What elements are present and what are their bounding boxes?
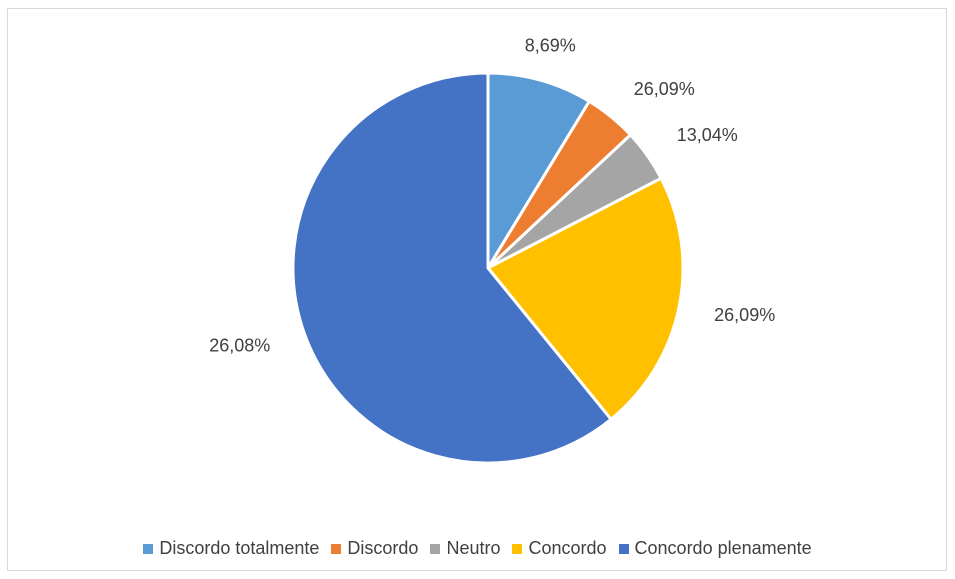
legend-item-discordo-totalmente: Discordo totalmente <box>143 538 319 559</box>
data-label-concordo: 26,09% <box>714 305 775 325</box>
legend-swatch <box>143 543 154 554</box>
legend-label: Concordo plenamente <box>634 538 812 558</box>
legend-label: Discordo <box>347 538 419 558</box>
legend-item-concordo: Concordo <box>512 538 607 559</box>
legend-label: Neutro <box>446 538 501 558</box>
pie-slice-discordo-totalmente <box>486 71 591 270</box>
pie-slice-concordo <box>486 176 685 421</box>
legend-label: Concordo <box>528 538 607 558</box>
pie-slice-concordo-plenamente <box>291 71 613 465</box>
data-label-discordo: 26,09% <box>634 79 695 99</box>
legend-item-neutro: Neutro <box>430 538 500 559</box>
legend-swatch <box>618 543 629 554</box>
legend-item-concordo-plenamente: Concordo plenamente <box>618 538 812 559</box>
legend-swatch <box>430 543 441 554</box>
legend-label: Discordo totalmente <box>159 538 320 558</box>
data-label-concordo-plenamente: 26,08% <box>209 335 270 355</box>
data-label-discordo-totalmente: 8,69% <box>525 36 576 56</box>
pie-slices <box>291 71 685 465</box>
pie-data-labels: 8,69% 26,09% 13,04% 26,09% 26,08% <box>209 36 775 356</box>
legend-swatch <box>331 543 342 554</box>
legend-swatch <box>512 543 523 554</box>
chart-legend: Discordo totalmente Discordo Neutro Concord… <box>0 538 955 559</box>
data-label-neutro: 13,04% <box>677 125 738 145</box>
legend-item-discordo: Discordo <box>331 538 418 559</box>
